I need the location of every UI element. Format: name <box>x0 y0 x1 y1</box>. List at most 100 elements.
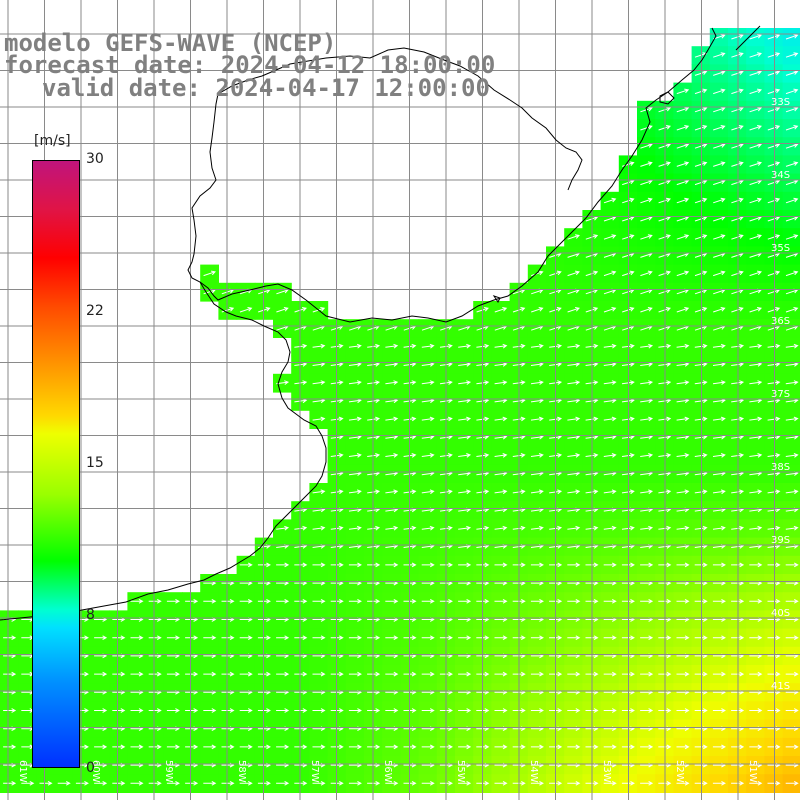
wind-arrow <box>712 343 726 349</box>
wind-arrow <box>348 562 362 568</box>
wind-arrow <box>421 671 435 677</box>
wind-arrow <box>658 270 671 277</box>
wind-arrow <box>385 598 399 604</box>
wind-arrow <box>749 453 763 458</box>
wind-arrow <box>530 780 544 786</box>
lon-label: 59W <box>163 760 174 783</box>
wind-arrow <box>785 453 799 458</box>
wind-arrow <box>494 307 508 313</box>
wind-arrow <box>185 635 199 641</box>
wind-arrow <box>640 598 654 604</box>
wind-arrow <box>421 744 435 750</box>
wind-arrow <box>148 780 162 786</box>
wind-arrow <box>712 416 726 422</box>
wind-arrow <box>731 106 744 113</box>
wind-arrow <box>603 380 617 385</box>
wind-arrow <box>312 343 326 349</box>
wind-arrow <box>767 489 781 495</box>
wind-arrow <box>749 34 762 40</box>
wind-arrow <box>130 708 144 713</box>
wind-arrow <box>767 125 781 131</box>
wind-arrow <box>385 708 399 713</box>
wind-arrow <box>603 635 617 641</box>
longitude-labels: 61W 60W 59W 58W 57W 56W 55W 54W 53W 52W 51W <box>17 760 758 783</box>
wind-arrow <box>239 307 253 313</box>
wind-arrow <box>749 88 762 95</box>
wind-arrow <box>767 525 781 531</box>
wind-arrow <box>785 671 799 677</box>
wind-arrow <box>21 780 35 786</box>
wind-arrow <box>731 416 745 422</box>
wind-arrow <box>767 380 781 385</box>
wind-arrow <box>731 161 744 167</box>
wind-arrow <box>567 671 581 677</box>
wind-arrow <box>621 453 635 458</box>
wind-arrow <box>767 88 781 95</box>
wind-arrow <box>731 34 744 40</box>
wind-arrow <box>658 780 672 786</box>
lon-label: 52W <box>674 760 685 783</box>
lat-label: 34S <box>771 170 790 181</box>
wind-arrow <box>458 489 472 495</box>
wind-arrow <box>658 161 671 167</box>
wind-arrow <box>130 598 144 604</box>
wind-arrow <box>749 562 763 568</box>
wind-arrow <box>348 380 362 385</box>
wind-arrow <box>731 635 745 641</box>
wind-arrow <box>712 525 726 531</box>
wind-arrow <box>3 744 17 750</box>
wind-arrow <box>767 671 781 677</box>
wind-arrow <box>458 598 472 604</box>
lat-label: 35S <box>771 243 790 254</box>
wind-arrow <box>712 562 726 568</box>
lon-label: 60W <box>90 760 101 783</box>
wind-arrow <box>567 343 581 349</box>
wind-arrow <box>494 635 508 641</box>
wind-arrow <box>530 562 544 568</box>
wind-arrow <box>731 671 745 677</box>
wind-arrow <box>712 744 726 750</box>
wind-arrow <box>676 671 690 677</box>
wind-arrow <box>731 343 745 349</box>
wind-arrow <box>785 562 799 568</box>
lon-label: 53W <box>601 760 612 783</box>
wind-arrow <box>749 744 763 750</box>
wind-arrow <box>694 453 708 458</box>
wind-arrow <box>785 598 799 604</box>
wind-arrow <box>567 598 581 604</box>
wind-arrow <box>276 525 290 531</box>
wind-arrow <box>640 307 653 313</box>
wind-arrow <box>458 343 472 349</box>
wind-arrow <box>567 416 581 422</box>
wind-arrow <box>239 562 253 568</box>
wind-arrow <box>621 671 635 677</box>
wind-arrow <box>658 234 671 240</box>
wind-arrow <box>713 161 726 167</box>
wind-arrow <box>713 270 726 277</box>
wind-arrow <box>676 88 690 95</box>
title-valid-date: valid date: 2024-04-17 12:00:00 <box>42 74 490 102</box>
wind-arrow <box>385 453 399 458</box>
wind-arrow <box>348 744 362 750</box>
wind-arrow <box>621 780 635 786</box>
wind-arrow <box>785 197 799 204</box>
wind-arrow <box>694 525 708 531</box>
wind-arrow <box>421 780 435 786</box>
wind-arrow <box>567 489 581 495</box>
wind-arrow <box>640 780 654 786</box>
wind-arrow <box>749 106 762 113</box>
wind-arrow <box>130 671 144 677</box>
wind-arrow <box>658 671 672 677</box>
wind-arrow <box>348 708 362 713</box>
wind-arrow <box>694 343 708 349</box>
wind-arrow <box>621 562 635 568</box>
wind-arrow <box>713 106 726 113</box>
wind-arrow <box>530 744 544 750</box>
wind-arrow <box>785 489 799 495</box>
wind-arrow <box>640 635 654 641</box>
wind-arrow <box>712 671 726 677</box>
wind-arrow <box>676 343 690 349</box>
lon-label: 58W <box>236 760 247 783</box>
wind-arrow <box>694 197 708 204</box>
wind-arrow <box>385 744 399 750</box>
